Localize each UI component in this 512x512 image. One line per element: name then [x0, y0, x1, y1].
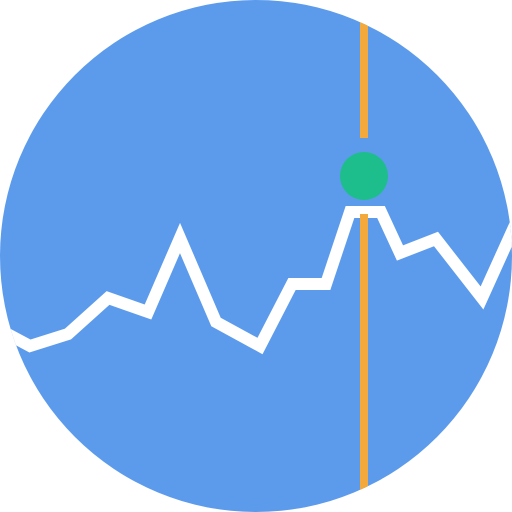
- trend-line: [0, 206, 512, 355]
- cursor-line-bottom: [360, 214, 368, 512]
- cursor-marker: [340, 152, 388, 200]
- cursor-line-top: [360, 0, 368, 138]
